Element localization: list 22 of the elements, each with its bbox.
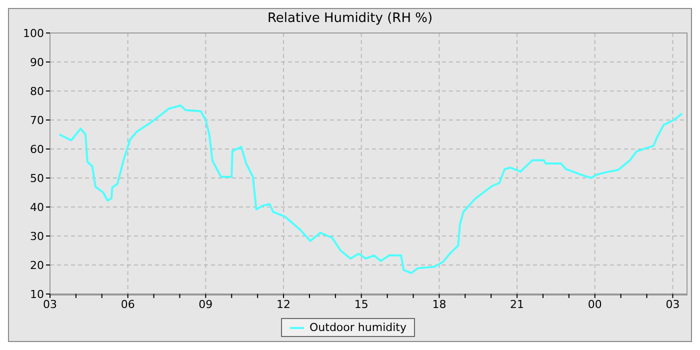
y-tick-label: 10 [30,288,44,301]
x-tick-label: 21 [510,298,524,311]
x-tick-label: 03 [43,298,57,311]
x-tick-label: 00 [588,298,602,311]
x-tick-label: 12 [276,298,291,311]
legend-label: Outdoor humidity [308,321,406,334]
x-tick-label: 03 [666,298,680,311]
x-tick-label: 06 [120,298,135,311]
chart-title: Relative Humidity (RH %) [266,10,434,26]
x-tick-label: 09 [198,298,213,311]
y-tick-label: 20 [30,258,44,272]
x-tick-label: 15 [354,298,368,311]
y-tick-label: 80 [30,84,44,98]
line-series [58,104,684,274]
y-tick-label: 40 [30,200,44,214]
y-tick-label: 100 [23,26,44,40]
y-tick-label: 50 [30,172,44,185]
y-tick-label: 30 [30,230,44,243]
y-tick-label: 70 [30,114,44,127]
y-tick-label: 60 [30,142,44,156]
x-tick-label: 18 [432,298,446,311]
y-tick-label: 90 [30,56,44,69]
